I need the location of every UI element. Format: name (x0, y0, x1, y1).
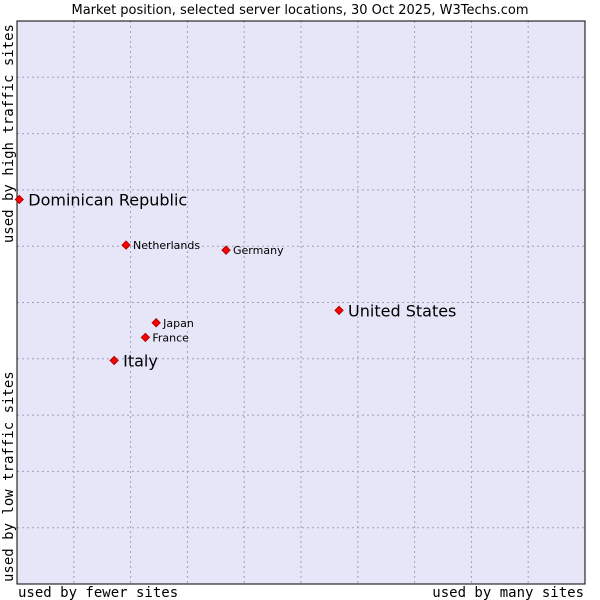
point-label-united-states: United States (348, 301, 456, 320)
point-marker-japan (151, 318, 161, 328)
data-point-united-states: United States (334, 301, 456, 320)
point-label-italy: Italy (123, 351, 158, 370)
point-marker-united-states (334, 305, 344, 316)
chart-title: Market position, selected server locatio… (71, 3, 528, 18)
data-point-italy: Italy (109, 351, 158, 370)
point-label-france: France (152, 331, 189, 344)
plot-frame (16, 20, 586, 585)
point-marker-germany (221, 245, 231, 255)
data-point-france: France (140, 331, 189, 344)
grid-lines (17, 21, 585, 584)
point-label-germany: Germany (233, 244, 284, 257)
point-label-japan: Japan (162, 317, 194, 330)
point-marker-italy (109, 355, 119, 366)
point-label-netherlands: Netherlands (133, 239, 200, 252)
data-point-netherlands: Netherlands (121, 239, 200, 252)
data-point-germany: Germany (221, 244, 284, 257)
point-marker-france (140, 332, 151, 343)
data-point-japan: Japan (151, 317, 194, 330)
data-point-dominican-republic: Dominican Republic (14, 190, 187, 209)
y-axis-label-top: used by high traffic sites (1, 24, 17, 243)
data-points: Dominican Republic Netherlands Germany Unit… (14, 190, 456, 370)
y-axis-label-bottom: used by low traffic sites (1, 371, 17, 582)
point-label-dominican-republic: Dominican Republic (28, 190, 187, 209)
x-axis-label-right: used by many sites (432, 585, 584, 600)
point-marker-netherlands (121, 240, 131, 250)
x-axis-label-left: used by fewer sites (18, 585, 178, 600)
point-marker-dominican-republic (14, 194, 24, 205)
